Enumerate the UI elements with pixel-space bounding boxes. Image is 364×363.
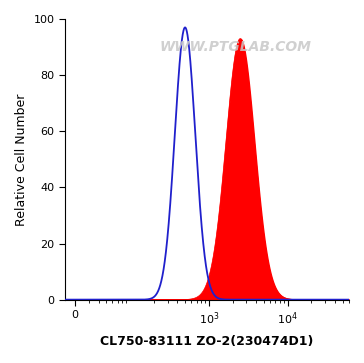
X-axis label: CL750-83111 ZO-2(230474D1): CL750-83111 ZO-2(230474D1) — [100, 335, 314, 348]
Y-axis label: Relative Cell Number: Relative Cell Number — [15, 93, 28, 225]
Text: WWW.PTGLAB.COM: WWW.PTGLAB.COM — [159, 40, 311, 54]
